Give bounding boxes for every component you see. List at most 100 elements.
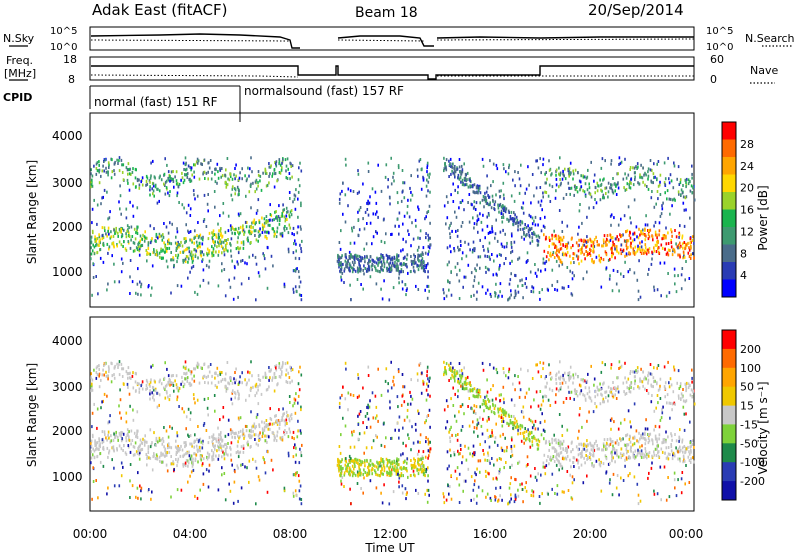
echo-cell <box>273 185 276 189</box>
echo-cell <box>207 193 209 196</box>
echo-cell <box>652 238 654 242</box>
echo-cell <box>103 188 106 192</box>
echo-cell <box>394 260 396 264</box>
echo-cell <box>285 214 288 218</box>
echo-cell <box>660 243 663 247</box>
echo-cell <box>640 248 642 252</box>
echo-cell <box>647 476 649 480</box>
echo-cell <box>510 476 512 480</box>
echo-cell <box>292 200 294 204</box>
echo-cell <box>629 434 631 438</box>
nave-tick-bottom: 0 <box>710 73 717 86</box>
echo-cell <box>544 215 546 219</box>
echo-cell <box>522 405 525 409</box>
echo-cell <box>268 165 271 169</box>
echo-cell <box>338 405 341 409</box>
echo-cell <box>107 251 109 255</box>
echo-cell <box>380 464 383 468</box>
echo-cell <box>632 436 634 440</box>
echo-cell <box>684 247 686 251</box>
echo-cell <box>617 172 619 176</box>
echo-cell <box>518 381 521 385</box>
echo-cell <box>135 231 137 235</box>
echo-cell <box>235 451 238 455</box>
echo-cell <box>190 255 193 259</box>
echo-cell <box>206 253 209 257</box>
echo-cell <box>521 410 524 414</box>
echo-cell <box>406 287 408 291</box>
echo-cell <box>455 168 458 172</box>
echo-cell <box>160 249 162 253</box>
echo-cell <box>349 393 352 397</box>
echo-cell <box>570 246 572 250</box>
echo-cell <box>90 456 93 460</box>
echo-cell <box>120 447 123 451</box>
echo-cell <box>495 272 498 276</box>
echo-cell <box>680 273 683 277</box>
echo-cell <box>603 438 606 442</box>
echo-cell <box>208 463 211 467</box>
echo-cell <box>93 368 95 372</box>
echo-cell <box>258 219 260 223</box>
echo-cell <box>502 432 504 436</box>
echo-cell <box>90 240 93 244</box>
echo-cell <box>607 181 610 185</box>
echo-cell <box>202 235 204 239</box>
echo-cell <box>486 459 489 462</box>
echo-cell <box>566 224 569 228</box>
echo-cell <box>472 488 475 492</box>
echo-cell <box>630 178 632 182</box>
echo-cell <box>481 157 484 161</box>
echo-cell <box>677 190 680 194</box>
echo-cell <box>138 453 141 457</box>
echo-cell <box>647 250 650 254</box>
echo-cell <box>653 366 655 370</box>
echo-cell <box>537 166 540 170</box>
echo-cell <box>146 252 148 256</box>
echo-cell <box>109 414 111 418</box>
echo-cell <box>670 241 673 245</box>
echo-cell <box>362 287 364 291</box>
echo-cell <box>495 476 498 480</box>
echo-cell <box>245 383 248 387</box>
echo-cell <box>688 277 691 280</box>
echo-cell <box>633 166 636 170</box>
echo-cell <box>446 246 449 250</box>
echo-cell <box>524 223 526 226</box>
echo-cell <box>519 219 522 223</box>
echo-cell <box>181 380 184 384</box>
echo-cell <box>228 178 231 182</box>
echo-cell <box>270 254 273 258</box>
echo-cell <box>237 246 239 250</box>
echo-cell <box>119 194 122 198</box>
echo-cell <box>485 190 488 194</box>
echo-cell <box>657 450 660 454</box>
echo-cell <box>499 263 501 267</box>
echo-cell <box>106 190 108 194</box>
echo-cell <box>524 282 526 286</box>
echo-cell <box>517 257 519 261</box>
echo-cell <box>121 227 124 231</box>
echo-cell <box>245 179 248 183</box>
nave-tick-top: 60 <box>710 53 724 66</box>
echo-cell <box>477 185 480 188</box>
echo-cell <box>682 246 684 250</box>
echo-cell <box>503 209 505 213</box>
echo-cell <box>622 437 624 441</box>
echo-cell <box>629 236 632 240</box>
echo-cell <box>148 252 150 256</box>
echo-cell <box>253 422 256 426</box>
echo-cell <box>237 236 239 240</box>
echo-cell <box>257 239 259 243</box>
echo-cell <box>268 231 270 235</box>
echo-cell <box>137 449 140 453</box>
echo-cell <box>667 457 670 461</box>
echo-cell <box>426 170 428 174</box>
echo-cell <box>503 413 505 417</box>
echo-cell <box>580 455 582 459</box>
echo-cell <box>477 191 479 195</box>
echo-cell <box>217 284 220 288</box>
echo-cell <box>479 459 482 463</box>
echo-cell <box>495 282 497 286</box>
echo-cell <box>138 253 141 257</box>
